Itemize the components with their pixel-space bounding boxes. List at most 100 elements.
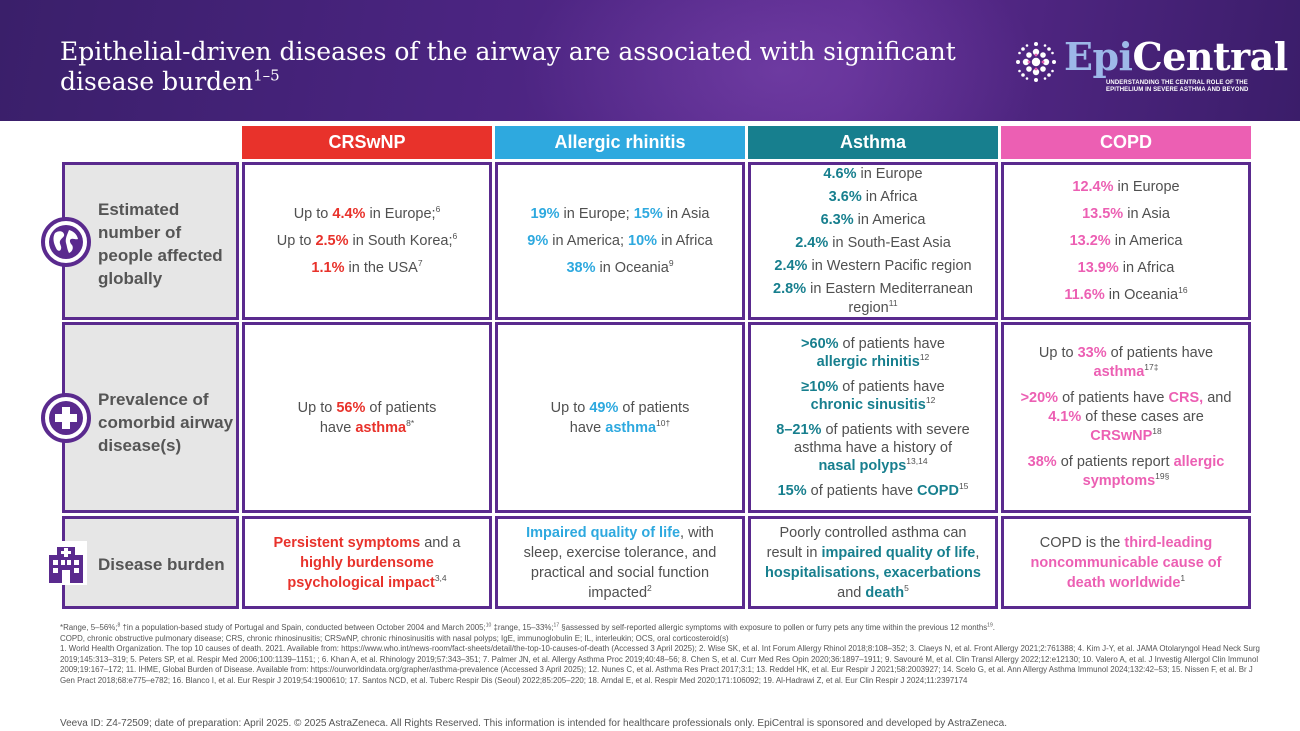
- cell-burden-asthma: Poorly controlled asthma can result in i…: [748, 516, 998, 609]
- column-header-allergic-rhinitis: Allergic rhinitis: [495, 126, 745, 159]
- hospital-icon: [45, 541, 87, 585]
- globe-icon: [41, 217, 91, 267]
- stat-value: ≥10%: [801, 379, 839, 395]
- footnote-text: †in a population-based study of Portugal…: [120, 623, 486, 632]
- reference-marker: 1: [1180, 572, 1186, 583]
- cell-text: COPD is the: [1039, 534, 1125, 551]
- footnote-text: .: [992, 623, 995, 632]
- row-label-estimated: Estimated number of people affected glob…: [41, 162, 239, 320]
- cell-prevalence-crswnp: Up to 56% of patients have asthma8*: [242, 322, 492, 513]
- cell-text: of patients have: [319, 399, 437, 436]
- logo-wordmark-epi: Epi: [1064, 34, 1133, 79]
- cell-burden-crswnp: Persistent symptoms and a highly burdens…: [242, 516, 492, 609]
- cell-text: in Asia: [1123, 206, 1170, 222]
- medical-cross-icon: [41, 393, 91, 443]
- reference-marker: 9: [668, 258, 674, 269]
- cell-text: in Europe;: [559, 206, 634, 222]
- reference-marker: 17‡: [1144, 362, 1159, 373]
- highlight-text: nasal polyps: [818, 458, 907, 474]
- cell-text: in Europe: [856, 165, 923, 182]
- logo-tagline: UNDERSTANDING THE CENTRAL ROLE OF THE EP…: [1106, 80, 1249, 93]
- reference-marker: 3,4: [434, 572, 447, 583]
- stat-value: 19%: [530, 206, 560, 222]
- cell-estimated-allergic-rhinitis: 19% in Europe; 15% in Asia 9% in America…: [495, 162, 745, 320]
- row-label-prevalence-text: Prevalence of comorbid airway disease(s): [98, 388, 233, 457]
- reference-marker: 5: [904, 582, 909, 593]
- highlight-text: Persistent symptoms: [273, 534, 421, 551]
- stat-value: 10%: [628, 233, 658, 249]
- reference-marker: 7: [417, 258, 423, 269]
- reference-marker: 10: [485, 622, 492, 629]
- header-glow: [520, 0, 1040, 121]
- highlight-text: chronic sinusitis: [810, 397, 926, 413]
- cell-text: of patients have: [838, 379, 945, 395]
- stat-value: 2.5%: [315, 233, 349, 249]
- cell-text: and: [1203, 390, 1232, 406]
- logo-dots-icon: [1016, 42, 1056, 82]
- cell-burden-copd: COPD is the third-leading noncommunicabl…: [1001, 516, 1251, 609]
- column-header-crswnp: CRSwNP: [242, 126, 492, 159]
- reference-marker: 10†: [656, 417, 671, 428]
- stat-value: 4.6%: [823, 165, 857, 182]
- stat-value: 2.8%: [773, 280, 807, 297]
- footnotes: *Range, 5–56%;8 †in a population-based s…: [60, 623, 1260, 686]
- cell-text: of patients have: [1058, 390, 1169, 406]
- cell-text: of patients have: [1106, 345, 1214, 361]
- stat-value: 6.3%: [820, 211, 854, 228]
- globe-icon-graphic: [49, 225, 83, 259]
- cell-text: in Africa: [1118, 260, 1175, 276]
- reference-marker: 18: [1152, 426, 1162, 437]
- cell-text: and a: [420, 534, 461, 551]
- cell-prevalence-allergic-rhinitis: Up to 49% of patients have asthma10†: [495, 322, 745, 513]
- highlight-text: allergic symptoms: [1082, 454, 1225, 489]
- cell-text: in Europe;: [365, 206, 436, 222]
- stat-value: 15%: [633, 206, 663, 222]
- cell-text: in the USA: [344, 260, 418, 276]
- row-label-line: disease(s): [98, 436, 182, 455]
- highlight-text: asthma: [605, 419, 657, 436]
- stat-value: 38%: [566, 260, 596, 276]
- row-label-line: people affected: [98, 246, 223, 265]
- row-label-line: Estimated: [98, 200, 180, 219]
- highlight-text: allergic rhinitis: [816, 354, 920, 370]
- reference-marker: 6: [435, 204, 441, 215]
- stat-value: 4.1%: [1048, 409, 1082, 425]
- footnote-symbols: *Range, 5–56%;8 †in a population-based s…: [60, 623, 1260, 634]
- reference-marker: 17: [553, 622, 560, 629]
- cell-text: Up to: [293, 206, 333, 222]
- cell-text: in Oceania: [595, 260, 669, 276]
- reference-marker: 8: [117, 622, 121, 629]
- highlight-text: death: [865, 584, 905, 601]
- epicentral-logo[interactable]: EpiCentral UNDERSTANDING THE CENTRAL ROL…: [1010, 34, 1288, 98]
- stat-value: >60%: [801, 336, 839, 352]
- stat-value: 3.6%: [828, 188, 862, 205]
- cell-text: of patients have: [569, 399, 690, 436]
- cell-text: of patients with severe asthma have a hi…: [794, 422, 970, 456]
- highlight-text: Impaired quality of life: [526, 524, 681, 541]
- row-label-line: comorbid airway: [98, 413, 234, 432]
- row-label-line: globally: [98, 269, 163, 288]
- reference-marker: 12: [925, 395, 936, 406]
- cell-text: in South Korea;: [348, 233, 453, 249]
- stat-value: 2.4%: [774, 257, 808, 274]
- stat-value: 11.6%: [1064, 287, 1105, 303]
- cell-estimated-asthma: 4.6% in Europe 3.6% in Africa 6.3% in Am…: [748, 162, 998, 320]
- stat-value: 33%: [1077, 345, 1107, 361]
- references: 1. World Health Organization. The top 10…: [60, 644, 1260, 685]
- cell-text: ,: [975, 544, 980, 561]
- cell-text: of these cases are: [1081, 409, 1204, 425]
- cell-burden-allergic-rhinitis: Impaired quality of life, with sleep, ex…: [495, 516, 745, 609]
- reference-marker: 19: [987, 622, 993, 629]
- stat-value: 13.9%: [1077, 260, 1119, 276]
- column-header-asthma: Asthma: [748, 126, 998, 159]
- row-label-line: Prevalence of: [98, 390, 209, 409]
- highlight-text: third-leading noncommunicable cause of d…: [1030, 534, 1222, 591]
- abbreviations: COPD, chronic obstructive pulmonary dise…: [60, 633, 729, 643]
- highlight-text: CRSwNP: [1090, 428, 1153, 444]
- hospital-icon-graphic: [49, 547, 83, 583]
- page-title-refs: 1–5: [253, 66, 280, 85]
- cell-text: in Africa: [861, 188, 918, 205]
- cell-text: Up to: [276, 233, 316, 249]
- row-label-line: number of: [98, 223, 182, 242]
- stat-value: 2.4%: [795, 234, 829, 251]
